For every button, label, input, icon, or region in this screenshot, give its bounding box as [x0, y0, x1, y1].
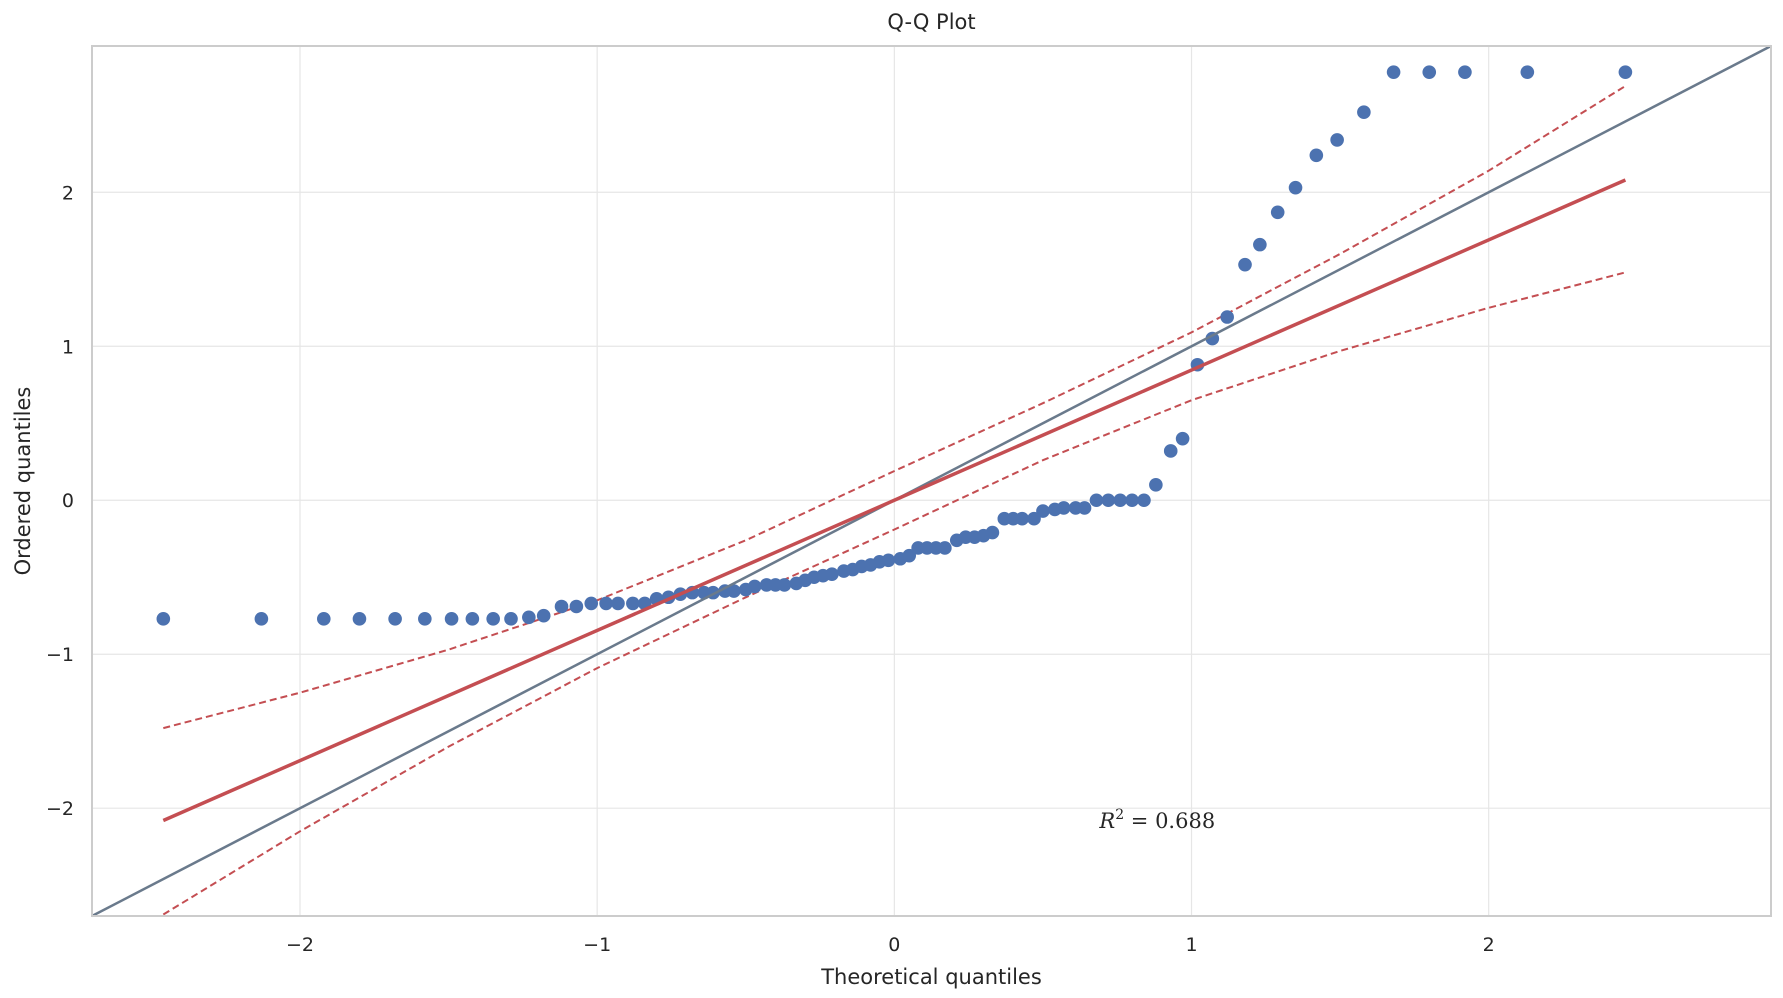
data-point: [1149, 478, 1163, 492]
data-point: [388, 612, 402, 626]
tick-labels: −2 −1 0 1 2 −2 −1 0 1 2: [46, 182, 1495, 956]
data-point: [1056, 501, 1071, 515]
data-point: [254, 612, 269, 626]
fit-line: [162, 178, 1627, 823]
confidence-band-upper: [163, 85, 1626, 730]
data-point: [611, 596, 625, 611]
data-point: [352, 612, 367, 626]
data-point: [1288, 180, 1303, 195]
data-point: [1027, 511, 1041, 526]
data-point: [536, 608, 551, 623]
data-point: [1015, 511, 1029, 526]
data-point: [1309, 148, 1324, 163]
data-point: [156, 612, 171, 626]
data-point: [1618, 65, 1633, 79]
data-point: [1163, 444, 1178, 458]
data-point: [902, 548, 917, 563]
r-superscript: 2: [1115, 807, 1124, 823]
confidence-band-lower: [162, 271, 1626, 916]
data-point: [1357, 105, 1371, 120]
data-point: [1175, 431, 1190, 446]
data-point: [1089, 493, 1104, 508]
data-point: [1125, 493, 1139, 508]
data-point: [1458, 65, 1472, 79]
data-point: [316, 612, 331, 626]
y-tick-label: 1: [62, 336, 74, 358]
y-axis-label: Ordered quantiles: [11, 387, 35, 576]
data-point: [465, 612, 480, 626]
r-symbol: R: [1098, 809, 1115, 833]
data-point: [727, 584, 741, 598]
data-point: [747, 579, 762, 594]
r-squared-annotation: R2 = 0.688: [1098, 807, 1215, 833]
data-point: [1077, 501, 1092, 515]
data-point: [1386, 65, 1401, 79]
data-point: [599, 596, 613, 611]
data-point: [1520, 65, 1535, 79]
data-point: [1270, 205, 1285, 220]
data-point: [522, 610, 536, 625]
data-point: [1422, 65, 1437, 79]
data-point: [985, 525, 1000, 540]
x-tick-label: −2: [286, 934, 314, 956]
data-point: [554, 599, 569, 614]
data-point: [504, 612, 518, 626]
data-point: [1330, 133, 1344, 147]
data-point: [825, 567, 839, 581]
data-point: [881, 553, 896, 568]
data-point: [1036, 504, 1050, 518]
y-tick-label: −1: [46, 644, 74, 666]
data-point: [938, 541, 952, 555]
data-point: [1137, 493, 1151, 508]
data-point: [626, 596, 640, 611]
data-point: [444, 612, 459, 626]
x-tick-label: −1: [583, 934, 611, 956]
x-tick-label: 1: [1185, 934, 1197, 956]
x-tick-label: 2: [1483, 934, 1495, 956]
data-point: [486, 612, 500, 626]
x-tick-label: 0: [888, 934, 900, 956]
plot-frame: [91, 45, 1772, 917]
y-tick-label: 0: [62, 490, 74, 512]
data-point: [1253, 237, 1267, 252]
reference-line: [91, 44, 1772, 918]
data-point: [777, 578, 792, 592]
series-layer: [91, 44, 1772, 918]
x-axis-label: Theoretical quantiles: [820, 965, 1042, 989]
r-value: = 0.688: [1124, 809, 1215, 833]
y-tick-label: −2: [46, 798, 74, 820]
data-point: [1101, 493, 1116, 508]
data-point: [1205, 331, 1220, 346]
data-point: [418, 612, 432, 626]
y-tick-label: 2: [62, 182, 74, 204]
chart-title: Q-Q Plot: [887, 10, 975, 34]
data-point: [569, 599, 584, 614]
data-point: [1238, 257, 1252, 272]
data-point: [1220, 310, 1234, 324]
data-point: [584, 596, 599, 611]
data-point: [1113, 493, 1128, 508]
